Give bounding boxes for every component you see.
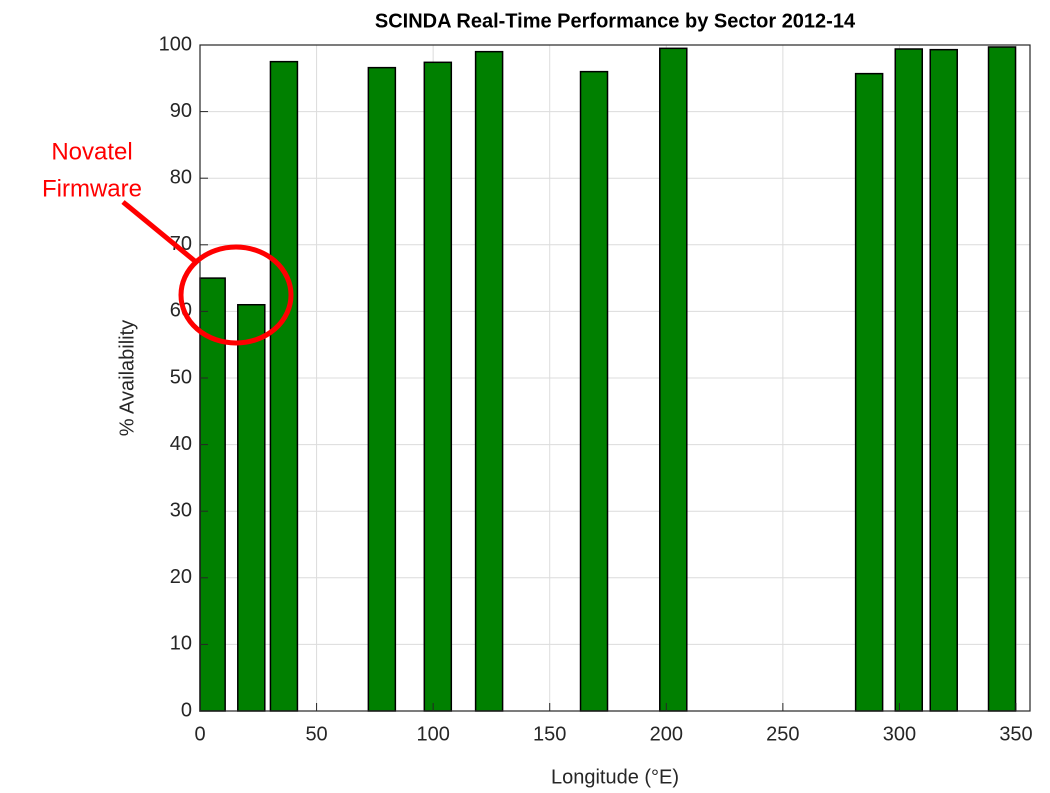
y-tick-label: 100 (159, 33, 192, 55)
bar (854, 72, 884, 712)
y-tick-label: 50 (170, 366, 192, 388)
bar (579, 70, 609, 712)
bar (987, 46, 1017, 712)
x-tick-label: 100 (416, 723, 449, 745)
annotation-line: Firmware (42, 175, 142, 202)
x-tick-label: 350 (999, 723, 1032, 745)
bars (199, 46, 1017, 712)
y-tick-label: 80 (170, 166, 192, 188)
annotation-arrow (121, 200, 198, 264)
x-tick-label: 50 (305, 723, 327, 745)
y-axis-label: % Availability (116, 320, 138, 436)
annotation-line: Novatel (51, 138, 132, 165)
y-tick-label: 30 (170, 499, 192, 521)
x-tick-label: 300 (883, 723, 916, 745)
bar (474, 50, 504, 712)
bar (423, 61, 453, 712)
y-tick-label: 40 (170, 433, 192, 455)
bar (894, 48, 924, 712)
bar (659, 47, 688, 712)
x-tick-label: 150 (533, 723, 566, 745)
bar (929, 48, 958, 712)
bar (367, 66, 397, 712)
y-tick-label: 90 (170, 100, 192, 122)
x-tick-label: 250 (766, 723, 799, 745)
x-axis-label: Longitude (°E) (551, 766, 679, 788)
x-tick-label: 0 (194, 723, 205, 745)
x-tick-label: 200 (650, 723, 683, 745)
chart-title: SCINDA Real-Time Performance by Sector 2… (375, 10, 856, 32)
y-tick-label: 20 (170, 566, 192, 588)
y-tick-label: 10 (170, 633, 192, 655)
bar (269, 60, 299, 712)
y-tick-label: 0 (181, 699, 192, 721)
bar (237, 303, 266, 712)
annotation-circle (178, 244, 294, 346)
y-tick-label: 70 (170, 233, 192, 255)
